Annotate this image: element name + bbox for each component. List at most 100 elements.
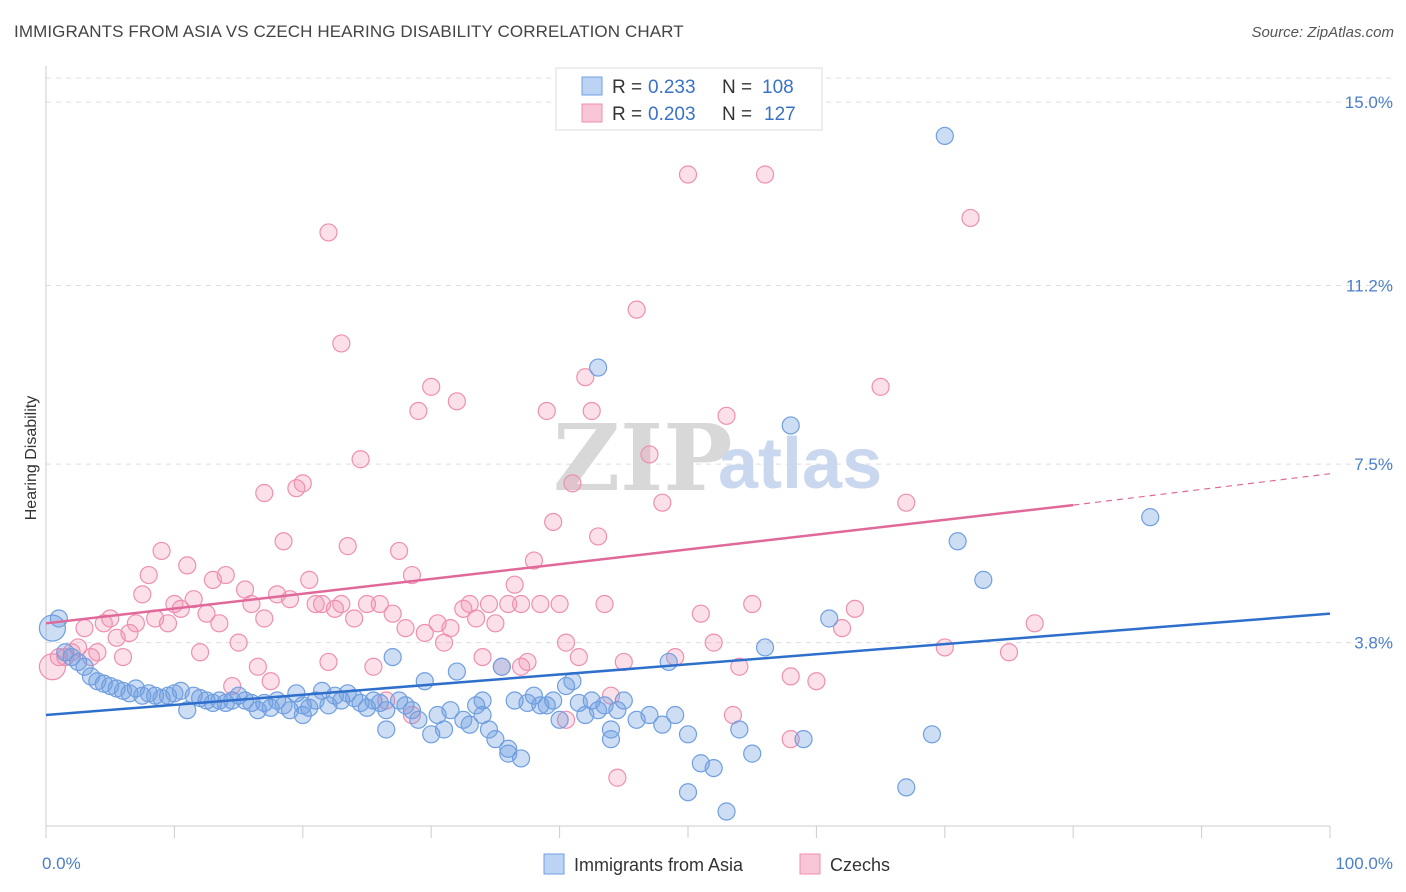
czechs-point — [152, 541, 171, 561]
watermark-atlas: atlas — [718, 424, 882, 504]
asia-point — [402, 701, 422, 720]
bottom-legend-swatch-czechs — [799, 853, 821, 875]
asia-point — [434, 720, 454, 739]
czechs-point — [556, 633, 576, 652]
czechs-point — [229, 633, 248, 652]
asia-point — [49, 609, 68, 628]
czechs-point — [319, 652, 338, 672]
asia-point — [377, 701, 396, 720]
asia-point — [492, 657, 511, 676]
czechs-point — [691, 604, 710, 623]
czechs-point — [781, 667, 800, 686]
czechs-point — [38, 653, 67, 681]
bottom-legend-swatch-asia — [543, 853, 565, 875]
x-tick-label-max: 100.0% — [1335, 854, 1393, 873]
legend-r-value-czechs: 0.203 — [648, 104, 696, 125]
bottom-legend: Immigrants from Asia Czechs — [543, 853, 890, 875]
czechs-point — [537, 401, 556, 421]
czechs-point — [300, 570, 319, 589]
czechs-point — [338, 537, 357, 556]
asia-point — [544, 691, 563, 710]
trend-line-czechs-extension — [1073, 473, 1331, 506]
asia-point — [300, 698, 319, 717]
asia-point — [935, 126, 954, 146]
series-asia-points — [38, 126, 1160, 821]
asia-point — [653, 715, 672, 734]
asia-point — [441, 701, 460, 720]
asia-point — [550, 710, 569, 729]
asia-point — [717, 802, 736, 821]
czechs-point — [999, 643, 1019, 662]
czechs-point — [248, 657, 267, 676]
asia-point — [974, 570, 993, 589]
czechs-point — [447, 392, 466, 411]
czechs-point — [364, 657, 383, 676]
asia-point — [473, 691, 492, 710]
asia-point — [479, 720, 499, 739]
czechs-point — [569, 647, 588, 667]
czechs-point — [332, 594, 351, 614]
source-credit: Source: ZipAtlas.com — [1251, 24, 1394, 41]
czechs-point — [274, 532, 293, 551]
czechs-point — [293, 474, 312, 493]
asia-point — [794, 730, 813, 749]
series-czechs-points — [38, 165, 1044, 787]
asia-point — [743, 744, 762, 763]
asia-point — [922, 725, 942, 744]
asia-point — [499, 744, 518, 763]
asia-point — [948, 532, 967, 551]
czechs-point — [101, 609, 120, 628]
czechs-point — [216, 565, 235, 585]
czechs-point — [550, 594, 569, 614]
legend-r-label-czechs: R = — [612, 104, 642, 125]
czechs-point — [730, 657, 749, 676]
czechs-point — [409, 401, 428, 421]
asia-point — [409, 710, 428, 729]
czechs-point — [845, 599, 865, 618]
czechs-point — [871, 377, 890, 396]
y-tick-label: 3.8% — [1354, 634, 1393, 653]
czechs-point — [582, 401, 601, 421]
czechs-point — [556, 710, 576, 729]
czechs-point — [383, 604, 402, 623]
trend-line-czechs — [45, 503, 1074, 625]
czechs-point — [576, 368, 595, 387]
legend-n-label-asia: N = — [722, 77, 752, 98]
top-legend: R = 0.233 N = 108 R = 0.203 N = 127 — [555, 67, 823, 131]
czechs-point — [319, 223, 338, 242]
asia-point — [730, 720, 749, 739]
czechs-point — [190, 643, 210, 662]
czechs-point — [608, 768, 627, 787]
czechs-point — [781, 730, 800, 749]
legend-r-value-asia: 0.233 — [648, 77, 696, 98]
y-tick-label: 7.5% — [1354, 455, 1393, 474]
czechs-point — [1025, 614, 1044, 633]
czechs-point — [531, 594, 550, 614]
czechs-point — [486, 614, 505, 633]
czechs-point — [935, 638, 954, 657]
asia-point — [781, 416, 800, 435]
axes — [45, 66, 1331, 838]
czechs-point — [396, 619, 415, 638]
legend-swatch-asia — [581, 76, 603, 96]
czechs-point — [467, 609, 486, 628]
legend-n-value-asia: 108 — [762, 77, 794, 98]
asia-point — [666, 705, 685, 725]
czechs-point — [255, 483, 274, 503]
bottom-legend-label-czechs: Czechs — [830, 855, 890, 875]
legend-r-label-asia: R = — [612, 77, 642, 98]
czechs-point — [158, 614, 178, 633]
y-axis-label: Hearing Disability — [23, 396, 40, 521]
czechs-point — [627, 300, 646, 319]
czechs-point — [370, 594, 389, 614]
czechs-point — [415, 623, 434, 643]
asia-point — [640, 705, 659, 725]
asia-point — [678, 783, 698, 802]
watermark: ZIP atlas — [553, 404, 882, 512]
asia-point — [704, 758, 723, 778]
legend-n-value-czechs: 127 — [764, 104, 796, 125]
asia-point — [415, 672, 434, 691]
asia-point — [499, 739, 518, 758]
czechs-point — [499, 594, 518, 614]
